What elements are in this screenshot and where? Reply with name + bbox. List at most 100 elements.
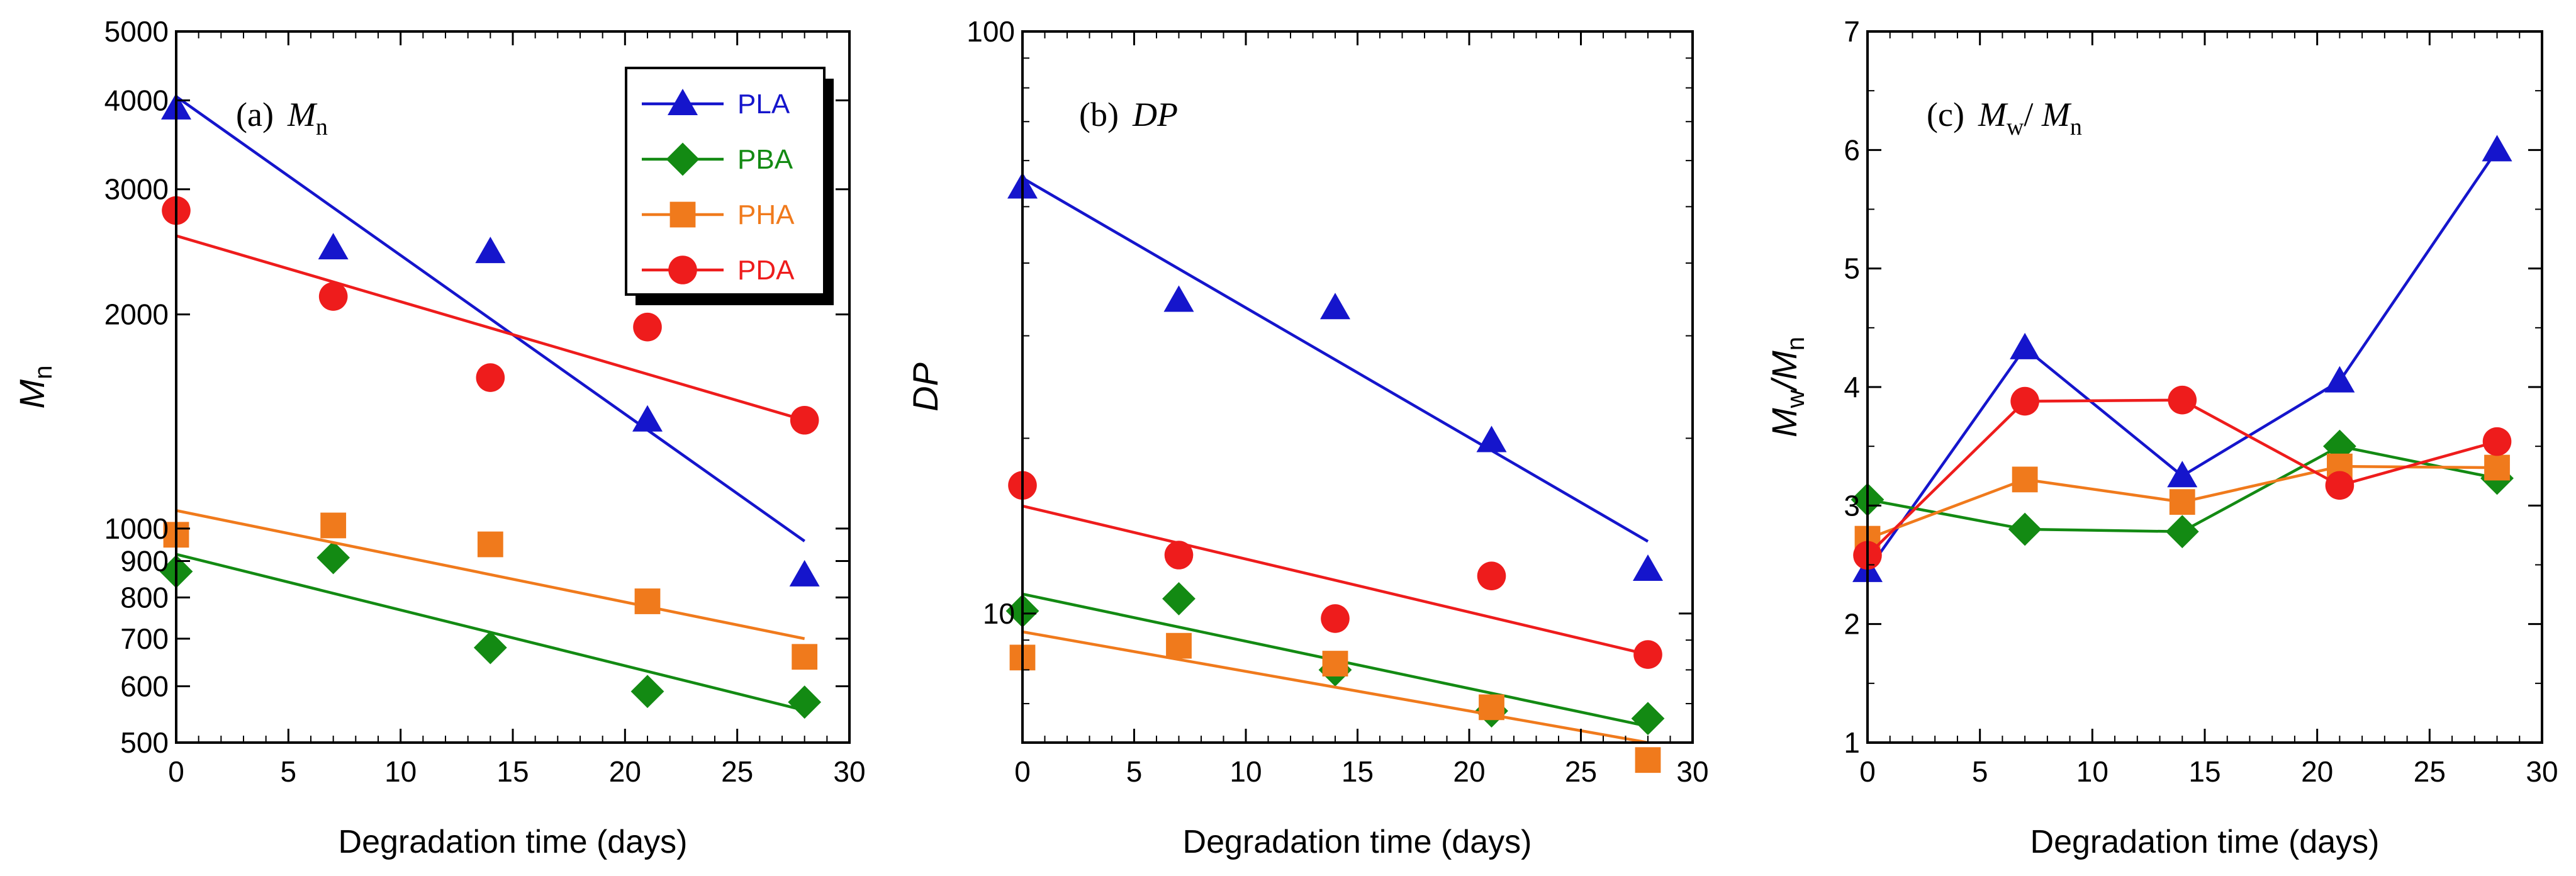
x-tick-label: 0 (168, 755, 184, 788)
data-point-pla (1320, 293, 1350, 320)
y-tick-label: 6 (1844, 133, 1860, 166)
data-point-pda (2010, 386, 2039, 416)
data-point-pha (1322, 651, 1348, 677)
x-tick-label: 0 (1859, 755, 1876, 788)
series-pha-panel-b (1009, 630, 1661, 773)
x-tick-label: 10 (2076, 755, 2108, 788)
y-tick-label: 500 (120, 726, 169, 759)
y-tick-label: 2 (1844, 608, 1860, 641)
fit-line-pla (175, 95, 805, 542)
data-point-pla (632, 405, 663, 432)
fit-line-pha (176, 509, 805, 641)
y-tick-label: 700 (120, 622, 169, 655)
x-tick-label: 25 (1565, 755, 1597, 788)
data-point-pha (2169, 489, 2195, 515)
y-tick-label: 5000 (104, 15, 169, 48)
x-tick-label: 20 (609, 755, 641, 788)
data-point-pha (320, 512, 347, 539)
y-tick-label: 600 (120, 670, 169, 703)
data-point-pba (316, 541, 350, 575)
legend-item-pha: PHA (642, 199, 795, 230)
panel-b-xlabel: Degradation time (days) (1183, 824, 1532, 860)
legend-label: PBA (737, 144, 793, 175)
data-point-pda (1164, 541, 1194, 570)
data-point-pla (2167, 461, 2198, 488)
y-tick-label: 5 (1844, 252, 1860, 285)
x-tick-label: 0 (1014, 755, 1031, 788)
y-tick-label: 800 (120, 581, 169, 614)
legend-marker (669, 201, 696, 228)
data-point-pba (1631, 702, 1665, 736)
y-tick-label: 10 (983, 597, 1015, 630)
data-point-pla (2324, 366, 2355, 393)
series-pda-panel-b (1008, 471, 1662, 669)
x-tick-label: 30 (1676, 755, 1708, 788)
data-point-pha (1166, 632, 1192, 659)
data-point-pba (630, 675, 664, 709)
panel-a-xlabel: Degradation time (days) (339, 824, 688, 860)
panel-b-annotation: (b) DP (1079, 96, 1178, 133)
data-point-pda (790, 405, 819, 435)
legend-label: PLA (737, 89, 790, 120)
x-tick-label: 30 (2526, 755, 2558, 788)
series-pla-panel-c (1852, 135, 2512, 582)
series-pba-panel-a (159, 541, 822, 719)
x-tick-label: 30 (833, 755, 865, 788)
legend-marker (666, 142, 700, 176)
data-point-pda (2325, 471, 2355, 500)
data-point-pda (318, 282, 348, 311)
data-point-pda (476, 363, 505, 392)
data-point-pda (1321, 604, 1350, 633)
panel-c-xlabel: Degradation time (days) (2030, 824, 2380, 860)
y-tick-label: 2000 (104, 298, 169, 331)
y-tick-label: 3000 (104, 173, 169, 206)
legend: PLA PBA PHA PDA (625, 67, 834, 305)
legend-label: PDA (737, 255, 795, 286)
x-tick-label: 10 (1229, 755, 1262, 788)
x-tick-label: 15 (1341, 755, 1374, 788)
y-tick-label: 4 (1844, 371, 1860, 403)
series-pla-panel-b (1007, 172, 1663, 581)
x-tick-label: 5 (281, 755, 297, 788)
data-point-pla (475, 237, 506, 264)
panel-a-annotation: (a) Mn (236, 96, 328, 140)
legend-marker (668, 256, 697, 284)
panel-c: 0 5 10 15 20 25 30 1 2 3 4 5 6 7 Degradation time (da… (1764, 15, 2558, 860)
data-point-pla (1476, 425, 1507, 452)
x-tick-label: 15 (2188, 755, 2220, 788)
x-tick-label: 10 (384, 755, 417, 788)
data-point-pla (1633, 554, 1663, 581)
legend-marker (668, 89, 698, 115)
x-tick-label: 25 (2414, 755, 2446, 788)
panel-b-ylabel: DP (905, 362, 945, 412)
fit-line-pda (1022, 504, 1649, 656)
data-point-pda (633, 312, 662, 342)
fit-line-pha (1022, 630, 1649, 744)
legend-label: PHA (737, 199, 795, 230)
data-point-pda (1477, 561, 1506, 591)
data-point-pha (792, 644, 818, 670)
data-point-pla (1163, 285, 1194, 312)
series-pda-panel-c (1853, 385, 2512, 570)
x-tick-label: 25 (721, 755, 753, 788)
fit-line-pla (1021, 176, 1649, 543)
data-point-pha (2484, 454, 2510, 481)
y-tick-label: 100 (966, 15, 1015, 48)
y-tick-label: 3 (1844, 489, 1860, 522)
panel-c-annotation: (c) Mw/ Mn (1927, 96, 2082, 140)
x-tick-label: 20 (1453, 755, 1485, 788)
panel-b: 0 5 10 15 20 25 30 10 100 Degradation time (days… (905, 15, 1709, 860)
x-tick-label: 20 (2301, 755, 2333, 788)
y-tick-label: 900 (120, 545, 169, 578)
y-tick-label: 4000 (104, 84, 169, 117)
x-tick-label: 5 (1972, 755, 1988, 788)
legend-item-pba: PBA (642, 142, 793, 176)
fit-line-pda (176, 234, 805, 422)
data-point-pla (2010, 332, 2041, 359)
panel-a-ylabel: Mn (12, 366, 57, 409)
data-point-pha (1635, 747, 1661, 773)
y-tick-label: 7 (1844, 15, 1860, 48)
data-point-pla (789, 559, 820, 587)
x-tick-label: 5 (1126, 755, 1143, 788)
